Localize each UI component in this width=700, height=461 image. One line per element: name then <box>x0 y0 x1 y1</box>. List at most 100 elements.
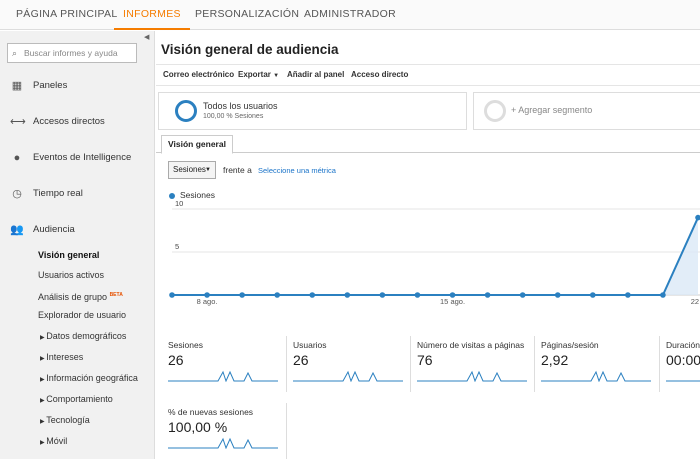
sidebar-item-accesos-directos[interactable]: ⟷ Accesos directos <box>0 112 155 132</box>
sparkline <box>293 370 403 382</box>
data-point[interactable] <box>274 292 280 298</box>
data-point[interactable] <box>625 292 631 298</box>
subitem-intereses[interactable]: ▶ Intereses <box>40 350 83 366</box>
metric-value: 100,00 % <box>168 419 228 435</box>
tab-vision-general[interactable]: Visión general <box>161 135 233 154</box>
sparkline <box>417 370 527 382</box>
legend-label: Sesiones <box>180 190 215 200</box>
divider <box>286 403 287 459</box>
add-to-dashboard-button[interactable]: Añadir al panel <box>287 70 345 79</box>
data-point[interactable] <box>309 292 316 298</box>
subitem-analisis-grupo[interactable]: Análisis de grupo BETA <box>38 288 123 304</box>
divider <box>286 336 287 392</box>
caret-right-icon: ▶ <box>40 419 47 425</box>
metric-card-sesiones[interactable]: Sesiones 26 <box>168 332 280 394</box>
collapse-sidebar-icon[interactable]: ◀ <box>144 34 150 41</box>
metric-card-nuevas-sesiones[interactable]: % de nuevas sesiones 100,00 % <box>168 399 280 461</box>
sidebar-item-label: Audiencia <box>33 224 75 235</box>
sessions-line-chart: 10 5 8 ago. 15 ago. 22 a <box>169 201 700 306</box>
subitem-label: Tecnología <box>46 415 90 425</box>
sidebar-item-label: Paneles <box>33 80 68 91</box>
search-placeholder: Buscar informes y ayuda <box>24 48 118 58</box>
sparkline-path <box>168 370 278 382</box>
data-point[interactable] <box>204 292 210 298</box>
metric-label: Sesiones <box>168 340 203 350</box>
tab-personalizacion[interactable]: PERSONALIZACIÓN <box>195 8 300 20</box>
data-point[interactable] <box>449 292 456 298</box>
metric-card-duracion[interactable]: Duración 00:00 <box>666 332 700 394</box>
caret-down-icon: ▼ <box>205 167 211 173</box>
data-point[interactable] <box>660 292 666 298</box>
metric-value: 26 <box>168 352 184 368</box>
data-point[interactable] <box>695 214 700 221</box>
add-segment-label: + Agregar segmento <box>511 105 593 115</box>
data-point[interactable] <box>519 292 526 298</box>
caret-down-icon: ▼ <box>273 73 280 79</box>
sparkline-path <box>417 370 527 382</box>
segment-all-users[interactable]: Todos los usuarios 100,00 % Sesiones <box>158 92 467 130</box>
select-metric-link[interactable]: Seleccione una métrica <box>258 166 336 175</box>
x-tick-label: 8 ago. <box>197 297 218 306</box>
metric-value: 76 <box>417 352 433 368</box>
data-point[interactable] <box>414 292 421 298</box>
sparkline <box>541 370 651 382</box>
people-icon: 👥 <box>10 224 24 236</box>
caret-right-icon: ▶ <box>40 440 47 446</box>
sidebar-item-eventos[interactable]: ● Eventos de Intelligence <box>0 148 155 168</box>
metric-card-visitas-paginas[interactable]: Número de visitas a páginas 76 <box>417 332 529 394</box>
metric-card-paginas-sesion[interactable]: Páginas/sesión 2,92 <box>541 332 653 394</box>
shortcut-arrows-icon: ⟷ <box>10 116 26 128</box>
data-point[interactable] <box>239 292 245 298</box>
sidebar-item-tiempo-real[interactable]: ◷ Tiempo real <box>0 184 155 204</box>
tab-pagina-principal[interactable]: PÁGINA PRINCIPAL <box>16 8 118 20</box>
data-point[interactable] <box>554 292 561 298</box>
metric-dropdown[interactable]: Sesiones ▼ <box>168 161 216 179</box>
segment-ring-icon <box>175 100 197 122</box>
top-navigation: PÁGINA PRINCIPAL INFORMES PERSONALIZACIÓ… <box>0 0 700 30</box>
metric-label: % de nuevas sesiones <box>168 407 254 417</box>
beta-badge: BETA <box>109 292 123 298</box>
subitem-usuarios-activos[interactable]: Usuarios activos <box>38 270 105 280</box>
subitem-label: Comportamiento <box>46 394 113 404</box>
data-point[interactable] <box>379 292 386 298</box>
metric-label: Páginas/sesión <box>541 340 599 350</box>
vs-label: frente a <box>223 165 252 175</box>
subitem-explorador[interactable]: Explorador de usuario <box>38 310 127 320</box>
series-line-sesiones <box>172 217 699 296</box>
sidebar-item-label: Tiempo real <box>33 188 83 199</box>
add-segment[interactable]: + Agregar segmento <box>473 92 700 130</box>
metric-label: Duración <box>666 340 700 350</box>
subitem-datos-demograficos[interactable]: ▶ Datos demográficos <box>40 329 126 345</box>
caret-right-icon: ▶ <box>40 377 47 383</box>
search-input[interactable]: ⌕ Buscar informes y ayuda <box>7 43 137 63</box>
subitem-vision-general[interactable]: Visión general <box>38 250 100 260</box>
data-point[interactable] <box>484 292 491 298</box>
metric-card-usuarios[interactable]: Usuarios 26 <box>293 332 405 394</box>
subitem-movil[interactable]: ▶ Móvil <box>40 434 67 450</box>
data-point[interactable] <box>169 292 175 298</box>
subitem-label: Información geográfica <box>46 373 138 383</box>
sparkline <box>666 380 700 382</box>
subitem-tecnologia[interactable]: ▶ Tecnología <box>40 413 90 429</box>
tab-administrador[interactable]: ADMINISTRADOR <box>304 8 396 20</box>
tab-informes[interactable]: INFORMES <box>114 0 190 30</box>
email-button[interactable]: Correo electrónico <box>163 70 235 79</box>
x-tick-label: 15 ago. <box>440 297 465 306</box>
search-icon: ⌕ <box>12 48 18 58</box>
metric-label: Número de visitas a páginas <box>417 340 525 350</box>
shortcut-button[interactable]: Acceso directo <box>351 70 409 79</box>
caret-right-icon: ▶ <box>40 398 47 404</box>
empty-segment-ring-icon <box>484 100 506 122</box>
data-point[interactable] <box>344 292 351 298</box>
metric-value: 2,92 <box>541 352 569 368</box>
metric-value: 00:00 <box>666 352 700 368</box>
export-button[interactable]: Exportar ▼ <box>238 65 279 86</box>
subitem-comportamiento[interactable]: ▶ Comportamiento <box>40 392 113 408</box>
sidebar-item-paneles[interactable]: ▦ Paneles <box>0 76 155 96</box>
data-point[interactable] <box>590 292 596 298</box>
subitem-informacion-geografica[interactable]: ▶ Información geográfica <box>40 371 138 387</box>
sidebar-item-audiencia[interactable]: 👥 Audiencia <box>0 220 155 240</box>
caret-right-icon: ▶ <box>40 356 47 362</box>
sparkline-path <box>168 437 278 449</box>
report-tabs: Visión general <box>156 135 700 154</box>
